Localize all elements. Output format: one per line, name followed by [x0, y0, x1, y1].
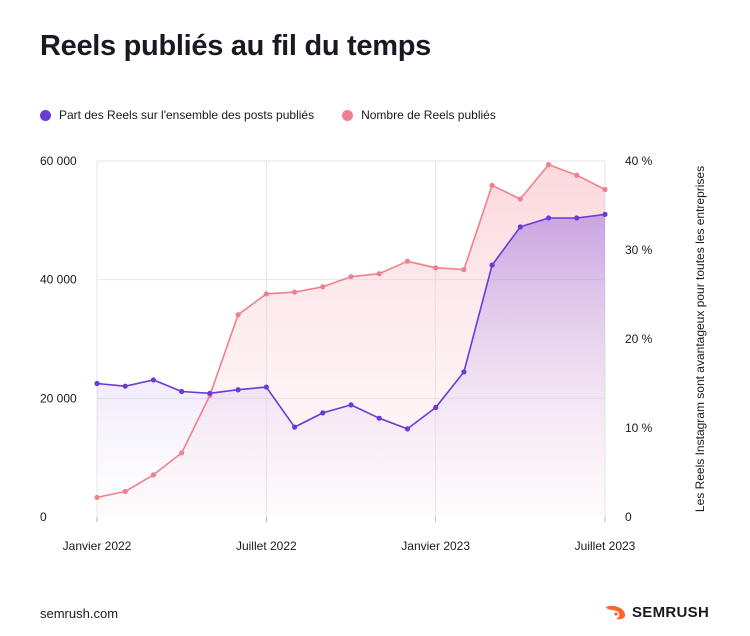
- point-reels-share: [376, 415, 382, 421]
- footer-source: semrush.com: [40, 606, 119, 621]
- point-reels-count: [94, 494, 100, 501]
- brand-name: SEMRUSH: [632, 604, 710, 621]
- point-reels-share: [207, 390, 213, 396]
- point-reels-count: [404, 258, 411, 264]
- point-reels-count: [291, 289, 298, 295]
- point-reels-share: [489, 262, 495, 268]
- point-reels-count: [433, 265, 439, 271]
- legend-item-share: Part des Reels sur l'ensemble des posts …: [40, 108, 314, 122]
- semrush-flame-icon: [606, 605, 626, 619]
- point-reels-count: [545, 161, 552, 168]
- chart-title: Reels publiés au fil du temps: [40, 30, 431, 62]
- point-reels-count: [320, 284, 326, 290]
- point-reels-count: [235, 312, 241, 318]
- x-tick-label: Juillet 2023: [575, 539, 636, 553]
- point-reels-share: [404, 426, 411, 432]
- point-reels-share: [348, 402, 354, 408]
- y-right-tick-label: 40 %: [625, 154, 653, 168]
- legend-dot-count: [342, 109, 354, 121]
- point-reels-count: [122, 488, 128, 495]
- point-reels-count: [263, 291, 269, 297]
- point-reels-count: [179, 450, 185, 456]
- legend-dot-share: [40, 109, 51, 121]
- y-left-tick-label: 20 000: [40, 391, 77, 405]
- point-reels-share: [461, 369, 467, 375]
- x-tick-label: Juillet 2022: [236, 539, 297, 553]
- y-left-tick-label: 40 000: [40, 273, 77, 287]
- y-left-tick-label: 60 000: [40, 154, 77, 168]
- x-tick-label: Janvier 2022: [63, 539, 132, 553]
- point-reels-share: [179, 388, 185, 395]
- y-right-tick-label: 30 %: [625, 243, 653, 257]
- point-reels-count: [517, 196, 523, 202]
- y-right-tick-label: 20 %: [625, 332, 653, 346]
- y-right-tick-label: 0: [625, 510, 632, 524]
- point-reels-count: [348, 274, 354, 280]
- point-reels-share: [545, 215, 552, 221]
- chart-plot: 0 20 000 40 000 60 000 0 10 % 20 % 30 % 40 % Les …: [40, 154, 707, 553]
- point-reels-share: [433, 404, 439, 411]
- point-reels-share: [574, 215, 580, 221]
- legend-label-share: Part des Reels sur l'ensemble des posts …: [59, 108, 315, 122]
- point-reels-count: [602, 186, 608, 193]
- point-reels-share: [517, 224, 523, 230]
- point-reels-share: [94, 380, 100, 387]
- point-reels-share: [235, 387, 241, 393]
- point-reels-share: [122, 383, 128, 389]
- brand-logo: SEMRUSH: [604, 604, 709, 621]
- point-reels-share: [320, 410, 326, 416]
- legend-label-count: Nombre de Reels publiés: [361, 108, 496, 122]
- point-reels-share: [602, 211, 608, 217]
- area-reels-share: [97, 214, 605, 517]
- point-reels-count: [376, 271, 382, 277]
- point-reels-share: [150, 377, 157, 383]
- y-left-tick-label: 0: [40, 510, 47, 524]
- point-reels-share: [291, 424, 298, 430]
- point-reels-count: [150, 472, 157, 478]
- point-reels-share: [263, 384, 269, 390]
- y-right-tick-label: 10 %: [625, 421, 653, 435]
- point-reels-count: [574, 172, 580, 178]
- legend-item-count: Nombre de Reels publiés: [342, 108, 496, 122]
- x-tick-label: Janvier 2023: [401, 539, 470, 553]
- point-reels-count: [489, 182, 495, 188]
- y-right-axis-label: Les Reels Instagram sont avantageux pour…: [693, 166, 707, 512]
- point-reels-count: [461, 266, 467, 273]
- legend: Part des Reels sur l'ensemble des posts …: [40, 108, 524, 122]
